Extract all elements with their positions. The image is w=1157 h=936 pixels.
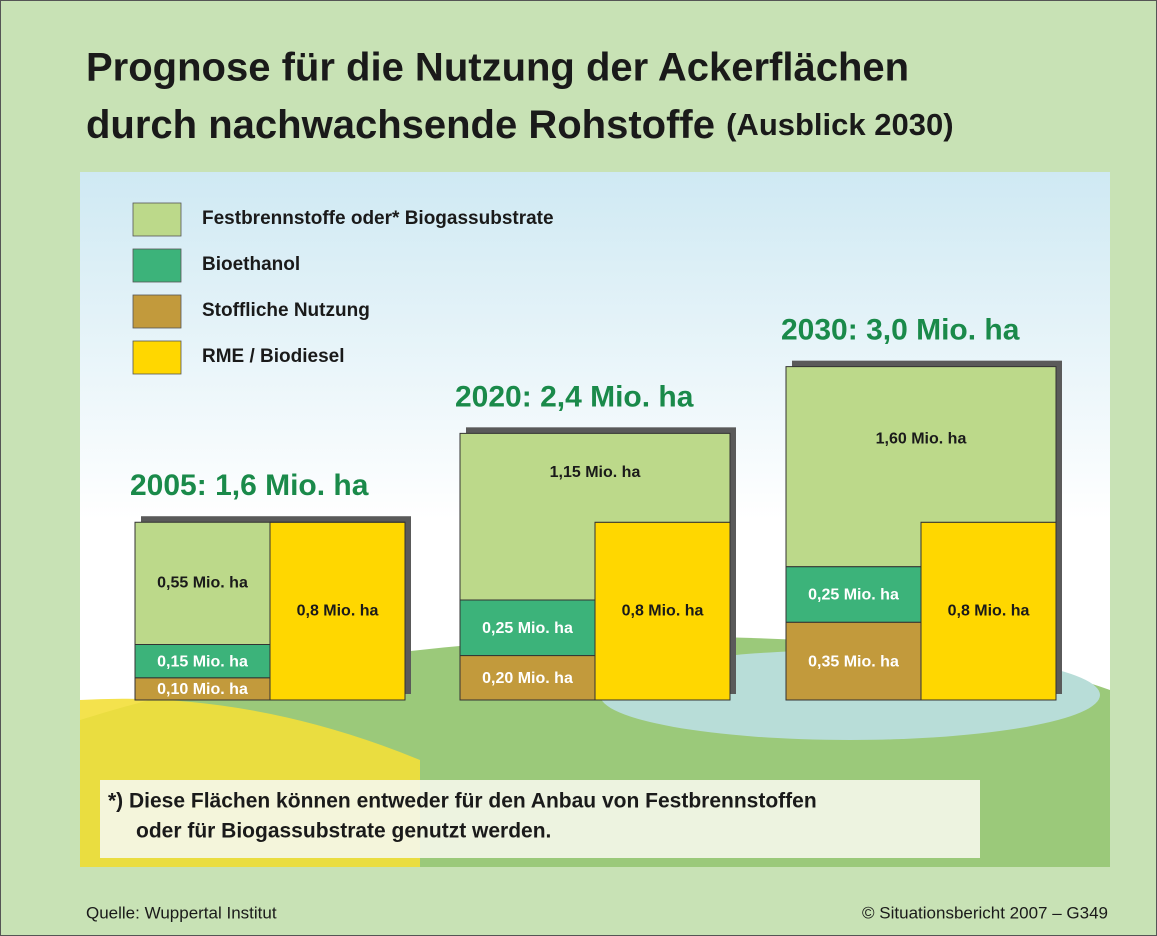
segment-label: 0,8 Mio. ha [622, 602, 704, 619]
segment-label: 1,60 Mio. ha [876, 431, 967, 448]
legend-swatch [133, 203, 181, 236]
legend-swatch [133, 249, 181, 282]
segment-label: 0,20 Mio. ha [482, 670, 573, 687]
segment-label: 0,35 Mio. ha [808, 653, 899, 670]
title-line1: Prognose für die Nutzung der Ackerfläche… [86, 46, 909, 90]
copyright: © Situationsbericht 2007 – G349 [862, 903, 1108, 922]
segment-label: 0,55 Mio. ha [157, 575, 248, 592]
title-line2: durch nachwachsende Rohstoffe (Ausblick … [86, 103, 954, 147]
footnote-line2: oder für Biogassubstrate genutzt werden. [136, 820, 551, 843]
segment-label: 0,15 Mio. ha [157, 653, 248, 670]
legend-swatch [133, 295, 181, 328]
legend-swatch [133, 341, 181, 374]
group-title: 2020: 2,4 Mio. ha [455, 380, 694, 413]
legend-label: Festbrennstoffe oder* Biogassubstrate [202, 208, 554, 229]
group-title: 2005: 1,6 Mio. ha [130, 469, 369, 502]
legend-label: RME / Biodiesel [202, 346, 345, 367]
source: Quelle: Wuppertal Institut [86, 903, 277, 922]
group-title: 2030: 3,0 Mio. ha [781, 314, 1020, 347]
legend-label: Bioethanol [202, 254, 300, 275]
segment-label: 0,25 Mio. ha [808, 587, 899, 604]
segment-label: 0,8 Mio. ha [297, 602, 379, 619]
footnote-line1: *) Diese Flächen können entweder für den… [108, 790, 817, 813]
infographic: Prognose für die Nutzung der Ackerfläche… [0, 0, 1157, 936]
segment-label: 0,10 Mio. ha [157, 681, 248, 698]
segment-label: 0,25 Mio. ha [482, 620, 573, 637]
legend-label: Stoffliche Nutzung [202, 300, 370, 321]
segment-label: 0,8 Mio. ha [948, 602, 1030, 619]
segment-label: 1,15 Mio. ha [550, 464, 641, 481]
